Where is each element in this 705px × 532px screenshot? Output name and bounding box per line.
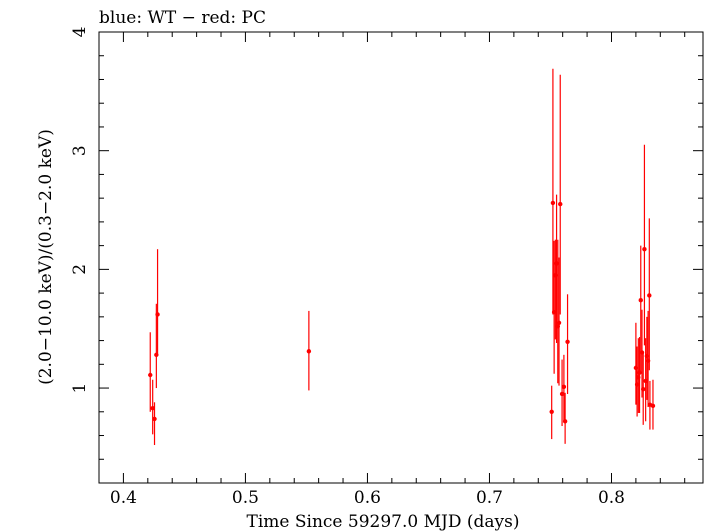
y-tick-label: 3 — [70, 145, 90, 156]
data-point — [549, 409, 554, 414]
data-point — [638, 298, 643, 303]
data-point — [562, 419, 568, 424]
x-tick-label: 0.8 — [598, 488, 625, 508]
y-tick-label: 2 — [70, 264, 90, 275]
data-point — [556, 320, 562, 325]
data-point — [561, 384, 567, 390]
plot-frame — [98, 31, 704, 484]
data-point — [559, 391, 565, 397]
y-axis-ticks: 1 2 3 4 — [70, 27, 703, 484]
x-tick-label: 0.5 — [232, 488, 259, 508]
data-point — [642, 246, 647, 252]
x-tick-label: 0.4 — [110, 488, 137, 508]
data-point — [550, 200, 556, 206]
y-tick-label: 1 — [70, 383, 90, 394]
x-axis-label: Time Since 59297.0 MJD (days) — [247, 512, 520, 532]
data-point — [647, 293, 652, 298]
data-point — [650, 403, 656, 409]
data-point — [152, 416, 157, 422]
y-tick-label: 4 — [70, 27, 90, 38]
data-point — [637, 370, 642, 375]
data-point — [641, 387, 646, 392]
data-point — [150, 406, 155, 411]
data-point — [148, 372, 153, 378]
data-point — [154, 352, 159, 358]
data-series-pc — [148, 68, 656, 446]
data-point — [565, 339, 570, 344]
x-tick-label: 0.7 — [476, 488, 503, 508]
x-axis-ticks: 0.4 0.5 0.6 0.7 0.8 — [98, 32, 686, 508]
data-point — [558, 201, 563, 207]
data-point — [155, 312, 160, 317]
x-tick-label: 0.6 — [354, 488, 381, 508]
chart-title: blue: WT − red: PC — [99, 8, 266, 28]
data-point — [306, 349, 312, 354]
y-axis-label: (2.0−10.0 keV)/(0.3−2.0 keV) — [36, 129, 56, 385]
